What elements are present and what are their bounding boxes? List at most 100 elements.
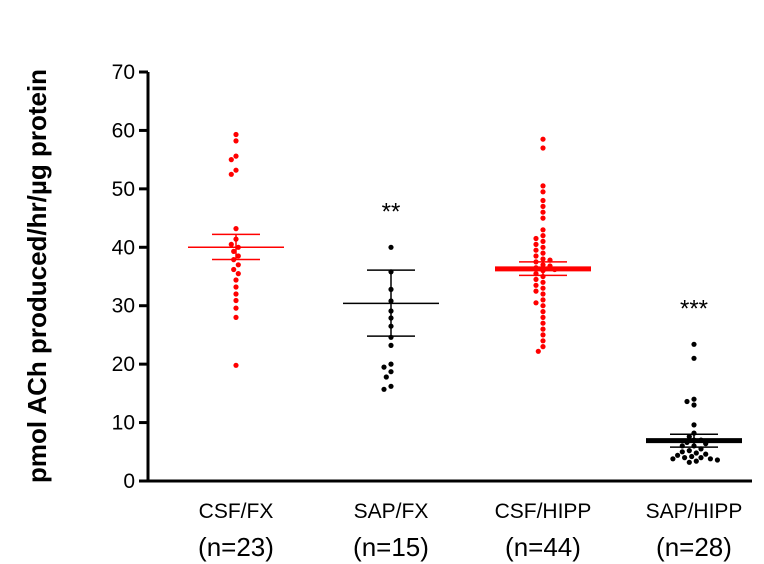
x-sample-size-label: (n=23): [198, 532, 274, 562]
data-point: [693, 458, 699, 464]
data-point: [228, 241, 234, 247]
data-point: [381, 386, 387, 392]
data-point: [540, 314, 546, 320]
data-point: [381, 364, 387, 370]
data-point: [691, 355, 697, 361]
x-category-label: SAP/FX: [354, 500, 429, 523]
data-point: [535, 348, 541, 354]
data-point: [235, 253, 241, 259]
data-point: [540, 250, 546, 256]
data-point: [540, 203, 546, 209]
data-point: [388, 369, 394, 375]
data-point: [233, 138, 239, 144]
y-tick-label: 40: [112, 236, 135, 259]
data-point: [540, 197, 546, 204]
data-groups: CSF/FX (n=23) ** SAP/FX (n=15) CSF/HIPP (n=44)…: [188, 131, 743, 562]
data-point: [693, 450, 699, 456]
data-point: [540, 303, 546, 309]
data-point: [679, 449, 685, 455]
y-tick-label: 10: [112, 412, 135, 435]
data-point: [540, 297, 546, 303]
data-point: [388, 244, 394, 250]
group-csf-fx: CSF/FX (n=23): [188, 131, 284, 562]
data-point: [231, 266, 237, 273]
data-point: [540, 136, 546, 142]
data-point: [388, 361, 394, 367]
data-point: [540, 227, 546, 233]
data-point: [388, 342, 394, 348]
significance-label: ***: [680, 295, 708, 322]
y-tick-label: 70: [112, 61, 135, 84]
data-point: [691, 341, 697, 347]
data-point: [691, 396, 697, 402]
data-point: [540, 309, 546, 315]
y-tick-label: 60: [112, 119, 135, 142]
data-point: [233, 277, 239, 283]
data-point: [540, 326, 546, 332]
y-axis-label: pmol ACh produced/hr/µg protein: [22, 69, 52, 483]
significance-label: **: [382, 198, 401, 225]
data-point: [540, 209, 546, 215]
y-tick-label: 50: [112, 178, 135, 201]
data-point: [689, 453, 695, 460]
data-point: [670, 456, 676, 462]
data-point: [686, 459, 692, 465]
data-point: [228, 171, 234, 177]
data-point: [540, 215, 546, 221]
y-tick-label: 30: [112, 295, 135, 318]
x-category-label: CSF/FX: [199, 500, 274, 523]
data-point: [540, 189, 546, 195]
group-csf-hipp: CSF/HIPP (n=44): [495, 136, 592, 562]
data-point: [540, 256, 546, 262]
data-point: [228, 157, 234, 163]
data-point: [540, 238, 546, 244]
data-point: [691, 422, 697, 428]
data-point: [691, 402, 697, 408]
data-point: [686, 434, 692, 440]
data-point: [698, 455, 704, 461]
data-point: [714, 457, 721, 463]
data-point: [233, 297, 239, 304]
data-point: [540, 279, 546, 285]
data-point: [533, 288, 539, 294]
data-point: [233, 362, 239, 368]
data-point: [388, 383, 394, 389]
y-axis: 0 10 20 30 40 50 60 70: [112, 61, 752, 493]
x-sample-size-label: (n=28): [656, 532, 732, 562]
data-point: [684, 398, 690, 405]
data-point: [540, 332, 546, 338]
data-point: [233, 167, 239, 173]
data-point: [233, 284, 239, 290]
data-point: [533, 235, 539, 242]
data-point: [233, 131, 239, 138]
x-category-label: SAP/HIPP: [646, 500, 743, 523]
data-point: [540, 233, 546, 239]
data-point: [235, 262, 241, 268]
data-point: [540, 344, 546, 350]
data-point: [233, 291, 239, 297]
data-point: [533, 247, 539, 253]
data-point: [540, 183, 546, 189]
x-category-label: CSF/HIPP: [495, 500, 592, 523]
y-tick-label: 0: [123, 470, 135, 493]
data-point: [686, 448, 692, 454]
data-point: [540, 244, 546, 250]
group-sap-hipp: *** SAP/HIPP (n=28): [646, 295, 743, 562]
data-point: [540, 145, 546, 151]
data-point: [533, 241, 539, 247]
data-point: [383, 374, 389, 380]
data-point: [231, 248, 237, 254]
data-point: [675, 452, 681, 458]
data-point: [540, 285, 546, 291]
data-point: [682, 455, 688, 461]
data-point: [233, 153, 239, 159]
data-point: [540, 338, 546, 344]
data-point: [233, 314, 239, 320]
data-point: [533, 300, 539, 306]
group-sap-fx: ** SAP/FX (n=15): [343, 198, 439, 562]
data-point: [540, 320, 546, 326]
data-point: [233, 226, 239, 232]
data-point: [533, 276, 539, 282]
y-tick-label: 20: [112, 353, 135, 376]
